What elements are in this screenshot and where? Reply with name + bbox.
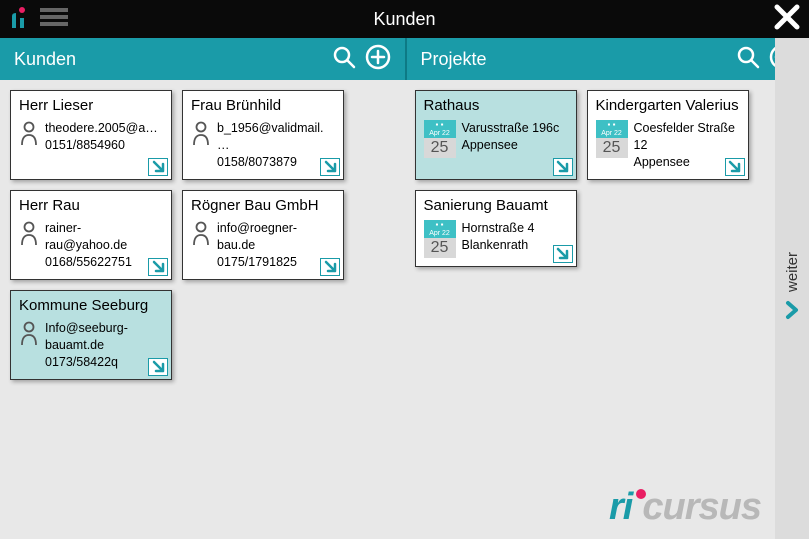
person-icon (19, 320, 39, 351)
expand-arrow-icon[interactable] (148, 158, 168, 176)
calendar-icon: ▪ ▪Apr 2225 (424, 220, 456, 258)
card-title: Rathaus (424, 97, 568, 114)
card-text: Hornstraße 4Blankenrath (462, 220, 535, 254)
customers-header: Kunden (0, 38, 405, 80)
footer-logo: ricursus (609, 486, 761, 529)
projects-header: Projekte (405, 38, 809, 80)
menu-icon[interactable] (40, 6, 68, 33)
project-card[interactable]: Rathaus ▪ ▪Apr 2225Varusstraße 196cAppens… (415, 90, 577, 180)
expand-arrow-icon[interactable] (148, 358, 168, 376)
columns: Kunden Herr Lieser theodere.2005@a…0151/8… (0, 38, 809, 539)
chevron-right-icon (782, 300, 802, 325)
card-title: Sanierung Bauamt (424, 197, 568, 214)
project-card[interactable]: Sanierung Bauamt ▪ ▪Apr 2225Hornstraße 4B… (415, 190, 577, 267)
card-text: Info@seeburg-bauamt.de0173/58422q (45, 320, 163, 371)
card-title: Frau Brünhild (191, 97, 335, 114)
add-icon[interactable] (365, 44, 391, 75)
calendar-icon: ▪ ▪Apr 2225 (424, 120, 456, 158)
customers-title: Kunden (14, 49, 323, 70)
search-icon[interactable] (735, 44, 761, 75)
customer-card[interactable]: Kommune Seeburg Info@seeburg-bauamt.de017… (10, 290, 172, 380)
page-title: Kunden (373, 9, 435, 30)
expand-arrow-icon[interactable] (553, 158, 573, 176)
card-title: Herr Rau (19, 197, 163, 214)
person-icon (19, 220, 39, 251)
expand-arrow-icon[interactable] (725, 158, 745, 176)
calendar-icon: ▪ ▪Apr 2225 (596, 120, 628, 158)
project-card[interactable]: Kindergarten Valerius▪ ▪Apr 2225Coesfeld… (587, 90, 749, 180)
card-text: rainer-rau@yahoo.de0168/55622751 (45, 220, 163, 271)
expand-arrow-icon[interactable] (320, 258, 340, 276)
person-icon (19, 120, 39, 151)
customer-card[interactable]: Herr Lieser theodere.2005@a…0151/8854960 (10, 90, 172, 180)
person-icon (191, 120, 211, 151)
person-icon (191, 220, 211, 251)
customer-card[interactable]: Herr Rau rainer-rau@yahoo.de0168/55622751 (10, 190, 172, 280)
projects-title: Projekte (421, 49, 728, 70)
customers-cards: Herr Lieser theodere.2005@a…0151/8854960 F… (0, 80, 405, 390)
customer-card[interactable]: Rögner Bau GmbH info@roegner-bau.de0175/1… (182, 190, 344, 280)
projects-cards: Rathaus▪ ▪Apr 2225Varusstraße 196cAppens… (405, 80, 809, 277)
card-title: Kommune Seeburg (19, 297, 163, 314)
app-logo-icon (8, 6, 34, 32)
expand-arrow-icon[interactable] (148, 258, 168, 276)
customers-column: Kunden Herr Lieser theodere.2005@a…0151/8… (0, 38, 405, 539)
card-text: info@roegner-bau.de0175/1791825 (217, 220, 335, 271)
next-sidebar[interactable]: weiter (775, 38, 809, 539)
customer-card[interactable]: Frau Brünhild b_1956@validmail.…0158/8073… (182, 90, 344, 180)
card-text: b_1956@validmail.…0158/8073879 (217, 120, 335, 171)
close-icon[interactable] (773, 3, 801, 36)
card-text: Varusstraße 196cAppensee (462, 120, 560, 154)
projects-column: Projekte Rathaus▪ ▪Apr 2225Varusstraße 1… (405, 38, 809, 539)
search-icon[interactable] (331, 44, 357, 75)
card-title: Kindergarten Valerius (596, 97, 740, 114)
card-title: Herr Lieser (19, 97, 163, 114)
expand-arrow-icon[interactable] (553, 245, 573, 263)
expand-arrow-icon[interactable] (320, 158, 340, 176)
card-title: Rögner Bau GmbH (191, 197, 335, 214)
topbar: Kunden (0, 0, 809, 38)
next-label: weiter (784, 252, 801, 292)
card-text: theodere.2005@a…0151/8854960 (45, 120, 158, 154)
